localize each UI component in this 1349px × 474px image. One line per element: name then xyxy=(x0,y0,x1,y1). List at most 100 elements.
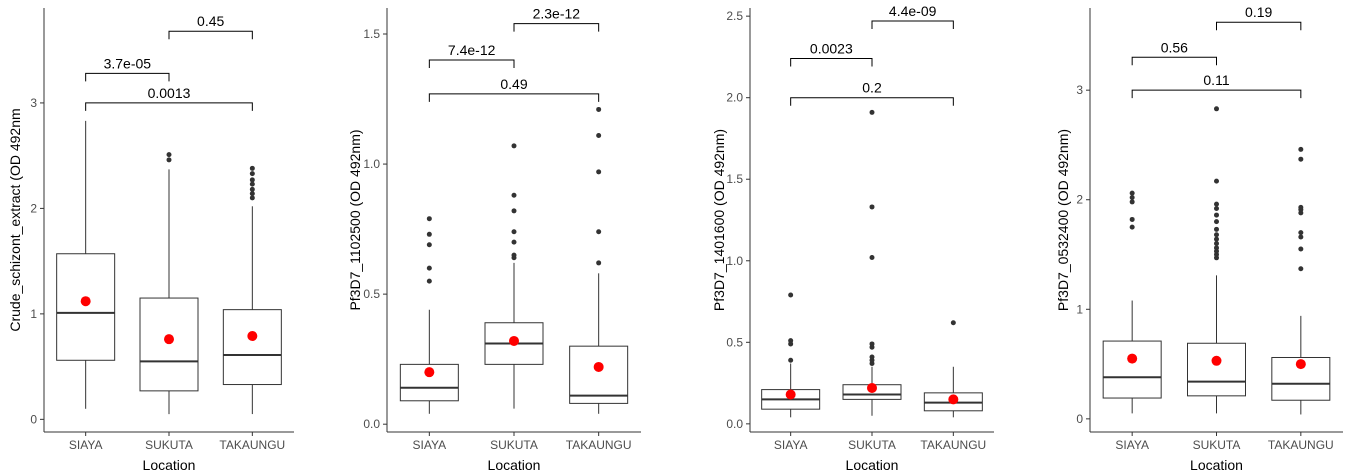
outlier-point xyxy=(1214,212,1219,218)
box-sukuta xyxy=(139,152,199,415)
outlier-point xyxy=(1298,156,1304,162)
x-axis-title: Location xyxy=(1190,457,1243,473)
outlier-point xyxy=(869,255,875,261)
outlier-point xyxy=(1214,201,1219,207)
p-value-label: 0.0013 xyxy=(148,85,191,101)
outlier-point xyxy=(1129,195,1135,201)
box-takaungu xyxy=(569,106,629,414)
outlier-point xyxy=(511,143,517,149)
mean-point xyxy=(164,334,174,345)
box-siaya xyxy=(761,292,821,418)
box-siaya xyxy=(56,120,116,409)
significance-bracket: 0.49 xyxy=(428,76,600,102)
p-value-label: 2.3e-12 xyxy=(533,6,581,22)
outlier-point xyxy=(596,106,602,112)
p-value-label: 0.56 xyxy=(1161,39,1188,55)
mean-point xyxy=(593,361,604,372)
y-tick-label: 3 xyxy=(30,96,37,110)
p-value-label: 0.11 xyxy=(1203,72,1229,88)
bracket-line xyxy=(428,93,600,102)
x-tick-label-siaya: SIAYA xyxy=(1115,438,1149,452)
mean-point xyxy=(424,367,435,378)
outlier-point xyxy=(1214,226,1219,232)
p-value-label: 4.4e-09 xyxy=(889,3,937,19)
bracket-line xyxy=(85,102,253,111)
p-value-label: 0.45 xyxy=(197,13,224,29)
iqr-box xyxy=(1187,342,1246,397)
outlier-point xyxy=(426,242,432,248)
panel-2: 0.0 0.5 1.0 1.5 SIAYA SUKUTA TAKAUNGU Location P… xyxy=(347,6,641,473)
outlier-point xyxy=(1298,246,1304,252)
outlier-point xyxy=(1298,230,1304,236)
y-tick-label: 0.5 xyxy=(363,287,380,301)
box-takaungu xyxy=(1271,146,1331,415)
box-siaya xyxy=(1102,190,1162,414)
x-tick-label-takaungu: TAKAUNGU xyxy=(920,438,986,452)
outlier-point xyxy=(1129,190,1135,196)
outlier-point xyxy=(511,229,517,235)
x-axis-title: Location xyxy=(488,457,541,473)
outlier-point xyxy=(869,109,875,115)
outlier-point xyxy=(249,177,255,183)
significance-bracket: 2.3e-12 xyxy=(513,6,600,32)
box-sukuta xyxy=(484,143,544,409)
significance-bracket: 0.11 xyxy=(1131,72,1302,99)
mean-point xyxy=(80,296,91,307)
outlier-point xyxy=(1129,216,1135,222)
outlier-point xyxy=(596,260,602,266)
y-tick-label: 2 xyxy=(1076,193,1083,207)
outlier-point xyxy=(249,186,255,192)
y-tick-label: 1 xyxy=(30,307,37,321)
outlier-point xyxy=(511,208,517,214)
x-tick-label-takaungu: TAKAUNGU xyxy=(219,438,285,452)
outlier-point xyxy=(426,216,432,222)
mean-point xyxy=(948,394,959,405)
outlier-point xyxy=(1214,219,1219,225)
outlier-point xyxy=(1298,234,1304,240)
outlier-point xyxy=(249,181,255,187)
iqr-box xyxy=(1102,340,1162,399)
outlier-point xyxy=(1214,106,1219,112)
outlier-point xyxy=(596,169,602,175)
outlier-point xyxy=(511,252,517,258)
bracket-line xyxy=(1131,89,1302,99)
significance-bracket: 0.0013 xyxy=(85,85,253,111)
y-axis-title: Pf3D7_0532400 (OD 492nm) xyxy=(1055,129,1071,311)
x-tick-label-siaya: SIAYA xyxy=(69,438,103,452)
outlier-point xyxy=(1298,204,1304,210)
box-siaya xyxy=(399,216,459,414)
outlier-point xyxy=(426,265,432,271)
outlier-point xyxy=(596,132,602,138)
x-tick-label-sukuta: SUKUTA xyxy=(848,438,896,452)
y-tick-label: 0 xyxy=(1076,412,1083,426)
outlier-point xyxy=(869,354,875,360)
bracket-line xyxy=(790,58,873,67)
mean-point xyxy=(247,331,258,342)
outlier-point xyxy=(249,165,255,171)
y-tick-label: 1.5 xyxy=(363,27,380,41)
significance-bracket: 7.4e-12 xyxy=(428,42,515,69)
y-axis-title: Pf3D7_1401600 (OD 492nm) xyxy=(711,129,727,311)
y-tick-label: 0.0 xyxy=(726,417,743,431)
y-axis-title: Crude_schizont_extract (OD 492nm xyxy=(7,108,23,331)
significance-bracket: 4.4e-09 xyxy=(871,3,954,30)
significance-bracket: 0.19 xyxy=(1216,4,1302,31)
bracket-line xyxy=(428,59,515,69)
box-sukuta xyxy=(842,109,902,416)
outlier-point xyxy=(950,320,956,326)
mean-point xyxy=(1295,359,1306,370)
y-tick-label: 2.5 xyxy=(726,9,743,23)
significance-bracket: 0.56 xyxy=(1131,39,1217,66)
bracket-line xyxy=(1216,21,1302,31)
outlier-point xyxy=(869,341,875,347)
iqr-box xyxy=(569,345,629,404)
outlier-point xyxy=(788,292,794,298)
box-takaungu xyxy=(222,165,282,415)
x-tick-label-sukuta: SUKUTA xyxy=(490,438,538,452)
y-tick-label: 3 xyxy=(1076,83,1083,97)
outlier-point xyxy=(596,229,602,235)
y-tick-label: 1.0 xyxy=(726,254,743,268)
panel-1: 0 1 2 3 SIAYA SUKUTA TAKAUNGU Location Crude_sch… xyxy=(7,8,294,473)
y-tick-label: 2.0 xyxy=(726,91,743,105)
